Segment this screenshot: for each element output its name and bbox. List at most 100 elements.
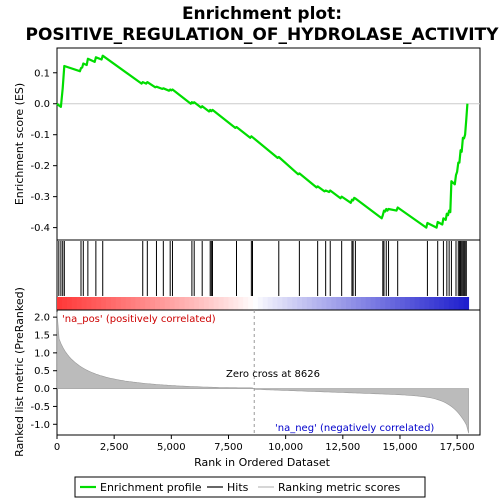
ranking-color-bar <box>57 297 470 310</box>
color-bar-segment <box>115 297 122 310</box>
metric-y-tick-label: 2.0 <box>34 313 50 324</box>
color-bar-segment <box>370 297 376 310</box>
color-bar-segment <box>360 297 367 310</box>
color-bar-segment <box>213 297 220 310</box>
es-y-tick-label: -0.2 <box>30 161 50 172</box>
color-bar-segment <box>238 297 244 310</box>
es-y-tick-label: -0.4 <box>30 223 50 234</box>
legend: Enrichment profile Hits Ranking metric s… <box>74 476 426 498</box>
color-bar-segment <box>399 297 406 310</box>
color-bar-segment <box>262 297 269 310</box>
zero-cross-label: Zero cross at 8626 <box>226 369 320 380</box>
legend-enrichment-label: Enrichment profile <box>100 481 202 494</box>
metric-panel-frame <box>56 309 481 436</box>
color-bar-segment <box>463 297 470 310</box>
es-y-tick-label: -0.3 <box>30 192 50 203</box>
legend-hits-label: Hits <box>227 481 249 494</box>
es-y-tick-label: 0.0 <box>34 99 50 110</box>
legend-metric-label: Ranking metric scores <box>278 481 400 494</box>
color-bar-segment <box>243 297 249 310</box>
color-bar-segment <box>233 297 239 310</box>
color-bar-segment <box>125 297 131 310</box>
color-bar-segment <box>458 297 465 310</box>
color-bar-segment <box>248 297 254 310</box>
color-bar-segment <box>71 297 78 310</box>
color-bar-segment <box>395 297 401 310</box>
color-bar-segment <box>130 297 136 310</box>
color-bar-segment <box>355 297 362 310</box>
color-bar-segment <box>150 297 156 310</box>
color-bar-segment <box>404 297 411 310</box>
x-tick-label: 7,500 <box>214 442 243 453</box>
color-bar-segment <box>277 297 283 310</box>
color-bar-segment <box>380 297 386 310</box>
color-bar-segment <box>96 297 102 310</box>
color-bar-segment <box>414 297 421 310</box>
es-panel-frame <box>56 47 481 241</box>
color-bar-segment <box>301 297 308 310</box>
neg-correlated-label: 'na_neg' (negatively correlated) <box>275 423 434 434</box>
color-bar-segment <box>135 297 141 310</box>
metric-y-tick-label: 0.0 <box>34 384 50 395</box>
metric-y-axis-label: Ranked list metric (PreRanked) <box>13 287 26 457</box>
color-bar-segment <box>223 297 229 310</box>
chart-title-line1: Enrichment plot: <box>182 4 342 24</box>
color-bar-segment <box>316 297 323 310</box>
color-bar-segment <box>419 297 425 310</box>
color-bar-segment <box>311 297 318 310</box>
color-bar-segment <box>86 297 92 310</box>
ranking-metric-area <box>56 311 469 434</box>
color-bar-segment <box>199 297 205 310</box>
es-panel: 0.1 0.0 -0.1 -0.2 -0.3 -0.4 <box>30 47 481 241</box>
color-bar-segment <box>453 297 460 310</box>
x-tick-label: 17,500 <box>440 442 475 453</box>
color-bar-segment <box>257 297 264 310</box>
color-bar-segment <box>145 297 151 310</box>
color-bar-segment <box>326 297 332 310</box>
color-bar-segment <box>208 297 215 310</box>
color-bar-segment <box>228 297 234 310</box>
color-bar-segment <box>429 297 435 310</box>
color-bar-segment <box>101 297 107 310</box>
color-bar-segment <box>292 297 298 310</box>
color-bar-segment <box>365 297 372 310</box>
color-bar-segment <box>105 297 112 310</box>
color-bar-segment <box>375 297 381 310</box>
color-bar-segment <box>218 297 225 310</box>
color-bar-segment <box>409 297 416 310</box>
color-bar-segment <box>174 297 180 310</box>
color-bar-segment <box>385 297 391 310</box>
x-tick-label: 15,000 <box>382 442 417 453</box>
color-bar-segment <box>287 297 293 310</box>
es-y-axis-label: Enrichment score (ES) <box>13 83 26 205</box>
metric-y-tick-label: -1.0 <box>30 420 50 431</box>
metric-y-tick-label: 0.5 <box>34 366 50 377</box>
color-bar-segment <box>341 297 347 310</box>
color-bar-segment <box>66 297 73 310</box>
es-y-tick-label: 0.1 <box>34 68 50 79</box>
hit-marks <box>58 241 467 296</box>
color-bar-segment <box>252 297 259 310</box>
color-bar-segment <box>159 297 166 310</box>
x-axis-ticks: 0 2,500 5,000 7,500 10,000 12,500 15,000 17,500 <box>54 435 475 453</box>
color-bar-segment <box>57 297 63 310</box>
x-axis-label: Rank in Ordered Dataset <box>194 456 331 469</box>
color-bar-segment <box>76 297 82 310</box>
color-bar-segment <box>189 297 195 310</box>
metric-panel: 2.0 1.5 1.0 0.5 0.0 -0.5 -1.0 'na_pos' (positi… <box>30 309 481 436</box>
x-tick-label: 5,000 <box>157 442 186 453</box>
metric-y-ticks: 2.0 1.5 1.0 0.5 0.0 -0.5 -1.0 <box>30 313 57 431</box>
metric-y-tick-label: 1.0 <box>34 348 50 359</box>
color-bar-segment <box>203 297 210 310</box>
color-bar-segment <box>184 297 190 310</box>
color-bar-segment <box>448 297 455 310</box>
es-y-tick-label: -0.1 <box>30 130 50 141</box>
color-bar-segment <box>110 297 117 310</box>
color-bar-segment <box>306 297 313 310</box>
color-bar-segment <box>61 297 68 310</box>
color-bar-segment <box>321 297 327 310</box>
color-bar-segment <box>120 297 127 310</box>
pos-correlated-label: 'na_pos' (positively correlated) <box>62 314 216 325</box>
color-bar-segment <box>179 297 185 310</box>
